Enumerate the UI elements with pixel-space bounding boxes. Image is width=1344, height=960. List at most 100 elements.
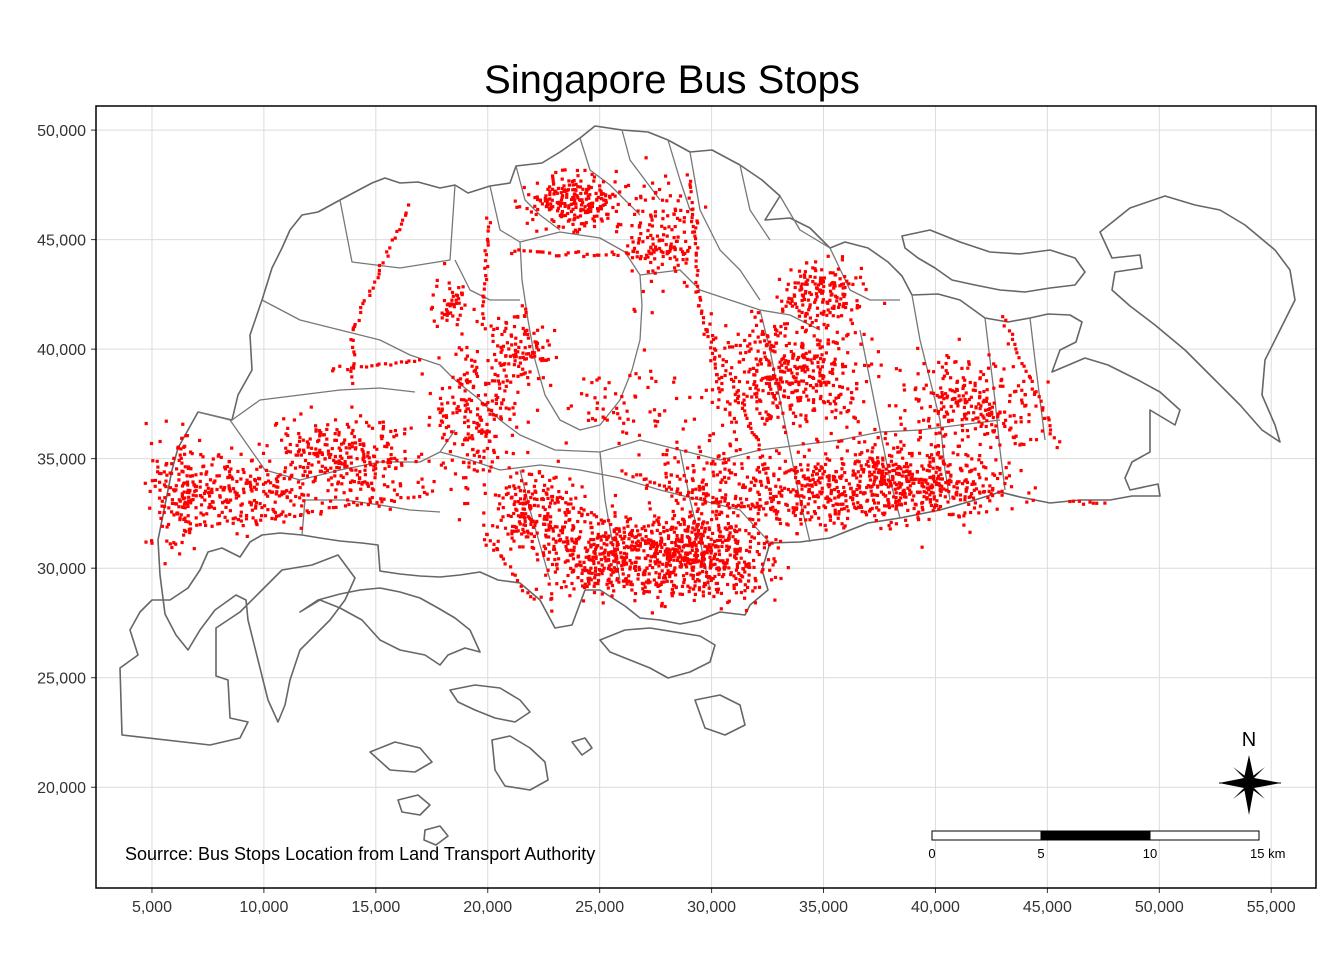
bus-stop-point <box>288 512 292 517</box>
bus-stop-point <box>418 358 422 362</box>
bus-stop-point <box>703 544 707 548</box>
bus-stop-point <box>748 545 752 549</box>
bus-stop-point <box>351 345 355 349</box>
bus-stop-point <box>944 369 948 373</box>
bus-stop-point <box>589 185 593 190</box>
bus-stop-point <box>420 477 424 481</box>
bus-stop-point <box>693 234 697 238</box>
bus-stop-point <box>275 490 279 494</box>
bus-stop-point <box>647 572 651 576</box>
bus-stop-point <box>665 453 669 457</box>
bus-stop-point <box>546 357 550 362</box>
bus-stop-point <box>890 474 895 479</box>
bus-stop-point <box>609 563 613 567</box>
bus-stop-point <box>670 228 674 232</box>
bus-stop-point <box>897 503 901 507</box>
bus-stop-point <box>960 469 964 473</box>
bus-stop-point <box>435 324 439 328</box>
bus-stop-point <box>603 556 607 560</box>
bus-stop-point <box>668 552 672 556</box>
bus-stop-point <box>553 189 557 193</box>
bus-stop-point <box>801 379 805 383</box>
bus-stop-point <box>841 304 845 308</box>
bus-stop-point <box>479 418 484 422</box>
bus-stop-point <box>898 484 902 488</box>
bus-stop-point <box>345 451 349 455</box>
bus-stop-point <box>814 482 818 487</box>
bus-stop-point <box>463 303 467 307</box>
bus-stop-point <box>217 453 221 457</box>
bus-stop-point <box>927 469 931 473</box>
bus-stop-point <box>617 527 621 531</box>
bus-stop-point <box>648 507 652 511</box>
bus-stop-point <box>766 417 770 421</box>
bus-stop-point <box>1016 384 1021 388</box>
bus-stop-point <box>522 507 527 511</box>
bus-stop-point <box>963 398 967 402</box>
bus-stop-point <box>457 346 461 350</box>
bus-stop-point <box>660 198 665 202</box>
bus-stop-point <box>592 179 596 183</box>
bus-stop-point <box>451 375 455 379</box>
bus-stop-point <box>817 283 821 287</box>
bus-stop-point <box>465 354 469 358</box>
bus-stop-point <box>510 343 514 347</box>
scale-bar-segment-3 <box>1149 830 1260 841</box>
bus-stop-point <box>672 380 676 384</box>
bus-stop-point <box>808 291 812 295</box>
bus-stop-point <box>708 433 712 438</box>
bus-stop-point <box>673 456 677 460</box>
bus-stop-point <box>512 511 516 516</box>
bus-stop-point <box>609 550 613 554</box>
bus-stop-point <box>1068 499 1072 504</box>
bus-stop-point <box>553 525 557 529</box>
bus-stop-point <box>1027 420 1031 424</box>
bus-stop-point <box>885 442 889 446</box>
bus-stop-point <box>711 531 715 535</box>
bus-stop-point <box>377 272 381 276</box>
bus-stop-point <box>510 532 514 536</box>
bus-stop-point <box>638 224 642 228</box>
bus-stop-point <box>711 563 715 567</box>
bus-stop-point <box>661 250 665 255</box>
bus-stop-point <box>268 459 272 463</box>
bus-stop-point <box>629 580 633 584</box>
bus-stop-point <box>390 498 394 503</box>
bus-stop-point <box>734 449 738 453</box>
bus-stop-point <box>459 306 464 310</box>
bus-stop-point <box>308 437 312 441</box>
bus-stop-point <box>239 510 243 514</box>
bus-stop-point <box>167 522 171 527</box>
bus-stop-point <box>821 298 825 302</box>
bus-stop-point <box>783 322 787 326</box>
bus-stop-point <box>804 518 808 522</box>
bus-stop-point <box>842 295 846 299</box>
bus-stop-point <box>231 517 235 521</box>
bus-stop-point <box>463 403 467 407</box>
bus-stop-point <box>755 395 759 399</box>
bus-stop-point <box>935 393 939 398</box>
bus-stop-point <box>337 466 341 470</box>
x-tick-label: 30,000 <box>687 899 736 916</box>
bus-stop-point <box>551 179 555 183</box>
bus-stop-point <box>663 226 667 230</box>
bus-stop-point <box>603 387 607 391</box>
bus-stop-point <box>930 483 934 487</box>
bus-stop-point <box>469 398 474 403</box>
bus-stop-point <box>501 380 505 384</box>
bus-stop-point <box>573 213 577 217</box>
bus-stop-point <box>563 560 567 564</box>
bus-stop-point <box>634 535 638 539</box>
bus-stop-point <box>696 532 700 536</box>
bus-stop-point <box>775 378 779 382</box>
bus-stop-point <box>661 562 665 566</box>
bus-stop-point <box>682 556 686 560</box>
bus-stop-point <box>578 214 583 218</box>
bus-stop-point <box>944 410 949 414</box>
bus-stop-point <box>658 246 662 251</box>
bus-stop-point <box>784 304 788 308</box>
bus-stop-point <box>786 487 790 492</box>
bus-stop-point <box>773 374 777 378</box>
bus-stop-point <box>782 361 786 365</box>
bus-stop-point <box>701 522 705 526</box>
